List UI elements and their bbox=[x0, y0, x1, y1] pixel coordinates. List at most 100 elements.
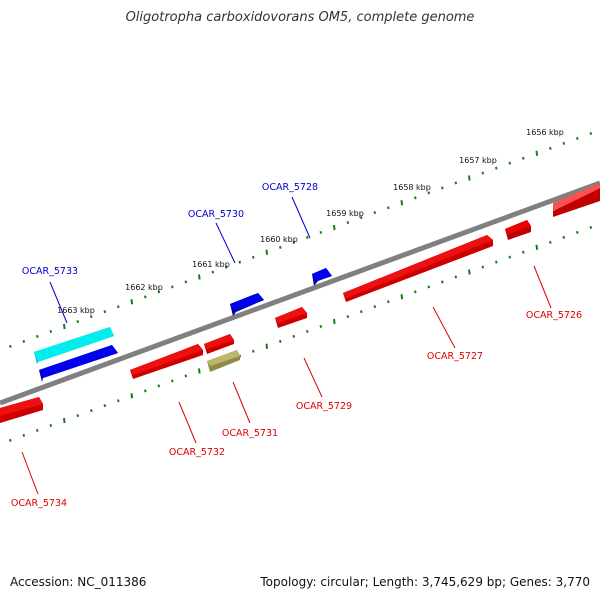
gene-ocar-5730[interactable] bbox=[230, 293, 264, 316]
upper-tick bbox=[400, 200, 404, 206]
genome-title: Oligotropha carboxidovorans OM5, complet… bbox=[125, 10, 475, 25]
gene-ocar-5733-cyan[interactable] bbox=[34, 327, 114, 364]
upper-tick bbox=[319, 230, 323, 234]
upper-tick bbox=[576, 136, 579, 140]
topology-text: Topology: circular; Length: 3,745,629 bp… bbox=[260, 575, 590, 589]
upper-tick bbox=[225, 265, 228, 269]
lower-tick bbox=[90, 409, 93, 413]
lower-tick bbox=[373, 305, 377, 309]
accession-text: Accession: NC_011386 bbox=[10, 575, 147, 589]
lower-tick bbox=[495, 260, 498, 264]
upper-tick bbox=[589, 131, 593, 135]
kbp-label-1659: 1659 kbp bbox=[326, 209, 364, 218]
upper-tick bbox=[198, 274, 201, 280]
gene-label-ocar-5727[interactable]: OCAR_5727 bbox=[427, 351, 483, 362]
kbp-label-group: 1656 kbp 1657 kbp 1658 kbp 1659 kbp 1660… bbox=[57, 128, 564, 315]
gene-label-ocar-5730[interactable]: OCAR_5730 bbox=[188, 209, 244, 220]
lower-tick bbox=[265, 343, 269, 349]
gene-ocar-5733[interactable] bbox=[39, 345, 118, 382]
upper-tick bbox=[333, 224, 336, 231]
lower-tick bbox=[319, 324, 323, 328]
kbp-label-1662: 1662 kbp bbox=[125, 283, 163, 292]
upper-tick bbox=[535, 150, 539, 156]
upper-tick bbox=[481, 171, 485, 175]
lower-tick bbox=[76, 414, 80, 418]
gene-ocar-5729[interactable] bbox=[275, 307, 307, 328]
lower-tick bbox=[522, 250, 525, 254]
gene-label-ocar-5734[interactable]: OCAR_5734 bbox=[11, 498, 67, 509]
lower-tick bbox=[306, 329, 309, 333]
lower-tick bbox=[346, 315, 350, 319]
lower-tick bbox=[576, 230, 579, 234]
upper-tick bbox=[9, 344, 12, 348]
upper-tick bbox=[468, 175, 471, 181]
upper-tick bbox=[157, 290, 161, 294]
upper-tick bbox=[508, 161, 512, 165]
gene-label-ocar-5733[interactable]: OCAR_5733 bbox=[22, 266, 78, 277]
upper-tick bbox=[171, 285, 174, 289]
upper-tick bbox=[103, 310, 107, 314]
lower-tick bbox=[117, 399, 120, 403]
gene-ocar-5734[interactable] bbox=[0, 397, 43, 423]
lower-tick bbox=[454, 275, 458, 279]
gene-ocar-5732[interactable] bbox=[130, 344, 203, 379]
lower-tick bbox=[171, 379, 174, 383]
gene-label-ocar-5728[interactable]: OCAR_5728 bbox=[262, 182, 318, 193]
gene-ocar-5726[interactable] bbox=[553, 183, 600, 217]
lower-tick bbox=[535, 244, 539, 250]
leader-lines bbox=[21, 196, 552, 495]
upper-tick bbox=[549, 146, 552, 150]
gene-label-ocar-5731[interactable]: OCAR_5731 bbox=[222, 428, 278, 439]
upper-tick bbox=[49, 329, 53, 333]
lower-tick bbox=[103, 404, 107, 408]
lower-tick bbox=[333, 318, 336, 325]
lower-tick bbox=[481, 265, 485, 269]
kbp-label-1658: 1658 kbp bbox=[393, 183, 431, 192]
gene-ocar-5728[interactable] bbox=[312, 268, 332, 286]
upper-tick bbox=[117, 305, 120, 309]
upper-tick bbox=[144, 295, 147, 299]
upper-tick bbox=[292, 240, 296, 244]
gene-ocar-5731[interactable] bbox=[207, 350, 240, 372]
upper-tick bbox=[238, 260, 242, 264]
upper-tick bbox=[387, 206, 390, 210]
lower-tick bbox=[49, 423, 53, 427]
tick-row-lower bbox=[9, 225, 593, 442]
lower-tick bbox=[400, 294, 404, 300]
kbp-label-1656: 1656 kbp bbox=[526, 128, 564, 137]
upper-tick bbox=[346, 221, 350, 225]
lower-tick bbox=[562, 235, 566, 239]
upper-tick bbox=[252, 255, 255, 259]
gene-label-ocar-5729[interactable]: OCAR_5729 bbox=[296, 401, 352, 412]
lower-tick bbox=[198, 368, 201, 374]
gene-ocar-5731-red[interactable] bbox=[204, 334, 234, 354]
upper-tick bbox=[63, 323, 66, 330]
upper-tick bbox=[427, 191, 431, 195]
lower-tick bbox=[468, 269, 471, 275]
upper-tick bbox=[562, 141, 566, 145]
upper-tick bbox=[360, 216, 363, 220]
upper-tick bbox=[522, 156, 525, 160]
kbp-label-1663: 1663 kbp bbox=[57, 306, 95, 315]
upper-tick bbox=[76, 320, 80, 324]
upper-tick bbox=[36, 334, 39, 338]
upper-tick bbox=[441, 186, 444, 190]
upper-tick bbox=[306, 235, 309, 239]
upper-tick bbox=[279, 245, 282, 249]
lower-tick bbox=[414, 290, 417, 294]
gene-ocar-5727[interactable] bbox=[343, 235, 493, 302]
gene-label-ocar-5726[interactable]: OCAR_5726 bbox=[526, 310, 582, 321]
lower-tick bbox=[589, 225, 593, 229]
upper-tick bbox=[22, 339, 26, 343]
upper-tick bbox=[184, 280, 188, 284]
lower-tick bbox=[184, 374, 188, 378]
upper-tick bbox=[373, 211, 377, 215]
kbp-label-1657: 1657 kbp bbox=[459, 156, 497, 165]
gene-label-ocar-5732[interactable]: OCAR_5732 bbox=[169, 447, 225, 458]
upper-tick bbox=[414, 196, 417, 200]
gene-ocar-5726b[interactable] bbox=[505, 220, 531, 240]
upper-tick bbox=[454, 181, 458, 185]
lower-tick bbox=[279, 339, 282, 343]
upper-tick bbox=[211, 270, 215, 274]
